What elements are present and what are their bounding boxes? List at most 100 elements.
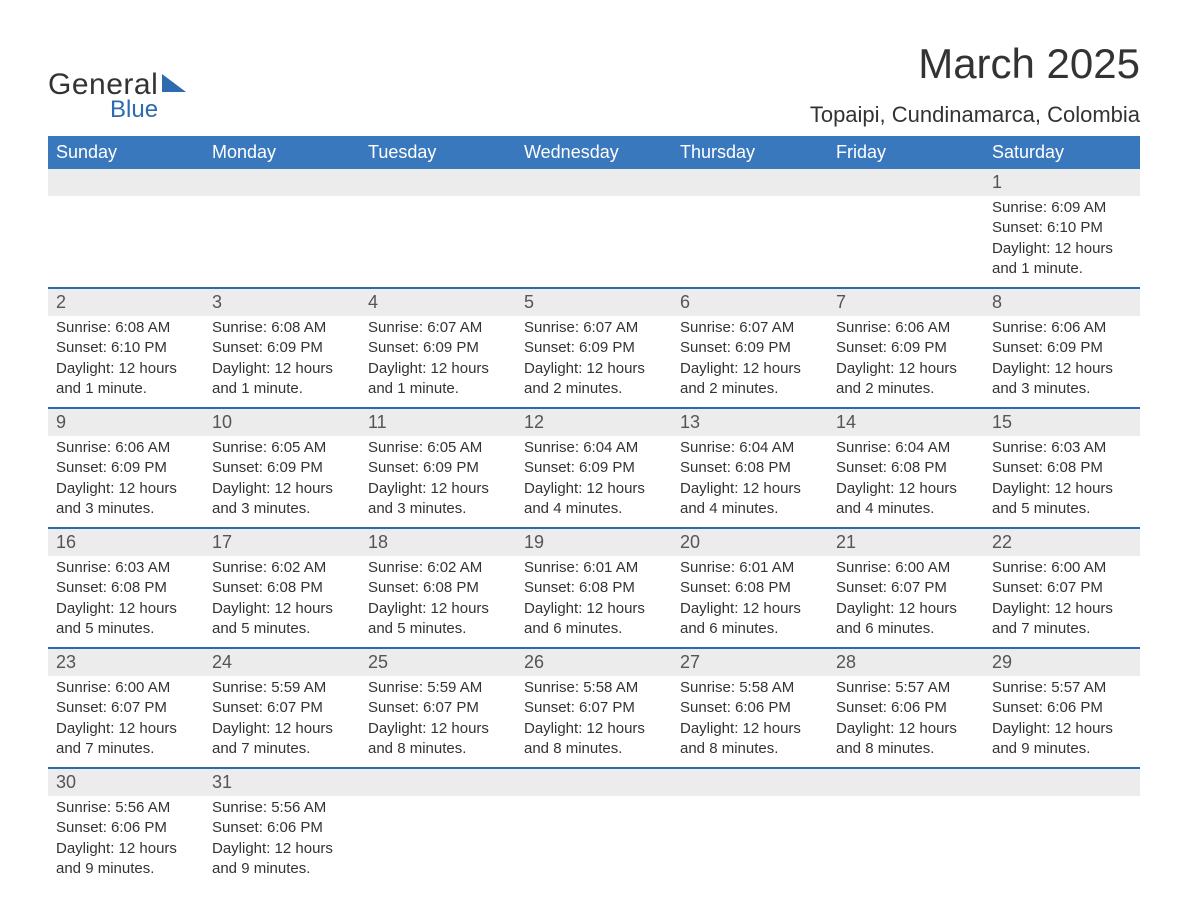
day-cell: Sunrise: 5:57 AMSunset: 6:06 PMDaylight:… [984,676,1140,768]
day-cell: Sunrise: 6:07 AMSunset: 6:09 PMDaylight:… [516,316,672,408]
daylight-text: Daylight: 12 hours and 8 minutes. [524,719,664,760]
daylight-text: Daylight: 12 hours and 1 minute. [992,239,1132,280]
day-number: 26 [516,648,672,676]
sunset-text: Sunset: 6:06 PM [836,698,976,718]
day-cell: Sunrise: 5:58 AMSunset: 6:06 PMDaylight:… [672,676,828,768]
sunrise-text: Sunrise: 6:09 AM [992,198,1132,218]
day-number: 28 [828,648,984,676]
day-cell: Sunrise: 6:00 AMSunset: 6:07 PMDaylight:… [48,676,204,768]
sunrise-text: Sunrise: 5:57 AM [836,678,976,698]
page-title: March 2025 [810,40,1140,88]
day-cell [516,196,672,288]
day-cell: Sunrise: 5:59 AMSunset: 6:07 PMDaylight:… [360,676,516,768]
daylight-text: Daylight: 12 hours and 3 minutes. [212,479,352,520]
detail-row: Sunrise: 5:56 AMSunset: 6:06 PMDaylight:… [48,796,1140,887]
col-wednesday: Wednesday [516,136,672,169]
calendar-header-row: Sunday Monday Tuesday Wednesday Thursday… [48,136,1140,169]
sunset-text: Sunset: 6:07 PM [212,698,352,718]
day-number [360,768,516,796]
logo-triangle-icon [162,74,186,92]
day-number: 29 [984,648,1140,676]
col-saturday: Saturday [984,136,1140,169]
sunrise-text: Sunrise: 5:59 AM [368,678,508,698]
day-cell [828,196,984,288]
sunset-text: Sunset: 6:07 PM [56,698,196,718]
col-thursday: Thursday [672,136,828,169]
day-number: 19 [516,528,672,556]
sunrise-text: Sunrise: 6:00 AM [56,678,196,698]
sunset-text: Sunset: 6:08 PM [680,458,820,478]
sunset-text: Sunset: 6:08 PM [56,578,196,598]
day-cell [360,196,516,288]
day-cell: Sunrise: 6:09 AMSunset: 6:10 PMDaylight:… [984,196,1140,288]
daynum-row: 1 [48,169,1140,196]
sunrise-text: Sunrise: 6:04 AM [836,438,976,458]
daylight-text: Daylight: 12 hours and 1 minute. [56,359,196,400]
day-number: 22 [984,528,1140,556]
day-cell: Sunrise: 5:59 AMSunset: 6:07 PMDaylight:… [204,676,360,768]
sunset-text: Sunset: 6:09 PM [212,458,352,478]
sunset-text: Sunset: 6:08 PM [212,578,352,598]
sunrise-text: Sunrise: 6:05 AM [368,438,508,458]
day-cell: Sunrise: 5:57 AMSunset: 6:06 PMDaylight:… [828,676,984,768]
day-number: 10 [204,408,360,436]
day-number: 30 [48,768,204,796]
day-number: 11 [360,408,516,436]
day-cell: Sunrise: 6:02 AMSunset: 6:08 PMDaylight:… [204,556,360,648]
day-cell: Sunrise: 6:04 AMSunset: 6:08 PMDaylight:… [672,436,828,528]
sunrise-text: Sunrise: 6:07 AM [524,318,664,338]
day-number: 14 [828,408,984,436]
day-cell [984,796,1140,887]
day-number: 2 [48,288,204,316]
daylight-text: Daylight: 12 hours and 6 minutes. [836,599,976,640]
daynum-row: 2345678 [48,288,1140,316]
daynum-row: 16171819202122 [48,528,1140,556]
day-cell: Sunrise: 6:06 AMSunset: 6:09 PMDaylight:… [828,316,984,408]
sunrise-text: Sunrise: 5:58 AM [680,678,820,698]
day-number [360,169,516,196]
daylight-text: Daylight: 12 hours and 1 minute. [368,359,508,400]
col-friday: Friday [828,136,984,169]
day-number: 12 [516,408,672,436]
sunset-text: Sunset: 6:09 PM [368,458,508,478]
day-number: 8 [984,288,1140,316]
day-cell: Sunrise: 6:03 AMSunset: 6:08 PMDaylight:… [48,556,204,648]
day-number: 9 [48,408,204,436]
day-cell: Sunrise: 6:05 AMSunset: 6:09 PMDaylight:… [360,436,516,528]
sunset-text: Sunset: 6:07 PM [524,698,664,718]
sunrise-text: Sunrise: 6:08 AM [212,318,352,338]
day-number: 31 [204,768,360,796]
day-cell [360,796,516,887]
day-cell [516,796,672,887]
day-number [516,768,672,796]
daylight-text: Daylight: 12 hours and 4 minutes. [680,479,820,520]
day-cell: Sunrise: 6:06 AMSunset: 6:09 PMDaylight:… [48,436,204,528]
sunrise-text: Sunrise: 6:03 AM [56,558,196,578]
day-number: 16 [48,528,204,556]
daylight-text: Daylight: 12 hours and 9 minutes. [212,839,352,880]
sunrise-text: Sunrise: 6:00 AM [836,558,976,578]
sunset-text: Sunset: 6:06 PM [56,818,196,838]
day-cell: Sunrise: 5:56 AMSunset: 6:06 PMDaylight:… [204,796,360,887]
sunrise-text: Sunrise: 6:06 AM [836,318,976,338]
location-subtitle: Topaipi, Cundinamarca, Colombia [810,102,1140,128]
day-number: 13 [672,408,828,436]
day-number: 24 [204,648,360,676]
daynum-row: 23242526272829 [48,648,1140,676]
day-number: 21 [828,528,984,556]
col-monday: Monday [204,136,360,169]
sunset-text: Sunset: 6:07 PM [836,578,976,598]
sunrise-text: Sunrise: 5:57 AM [992,678,1132,698]
daylight-text: Daylight: 12 hours and 5 minutes. [992,479,1132,520]
daylight-text: Daylight: 12 hours and 2 minutes. [524,359,664,400]
day-number [672,169,828,196]
day-cell [48,196,204,288]
day-cell: Sunrise: 6:01 AMSunset: 6:08 PMDaylight:… [516,556,672,648]
col-sunday: Sunday [48,136,204,169]
day-cell: Sunrise: 6:07 AMSunset: 6:09 PMDaylight:… [360,316,516,408]
sunset-text: Sunset: 6:06 PM [992,698,1132,718]
sunset-text: Sunset: 6:07 PM [992,578,1132,598]
sunrise-text: Sunrise: 6:08 AM [56,318,196,338]
day-cell [828,796,984,887]
day-cell: Sunrise: 6:08 AMSunset: 6:09 PMDaylight:… [204,316,360,408]
